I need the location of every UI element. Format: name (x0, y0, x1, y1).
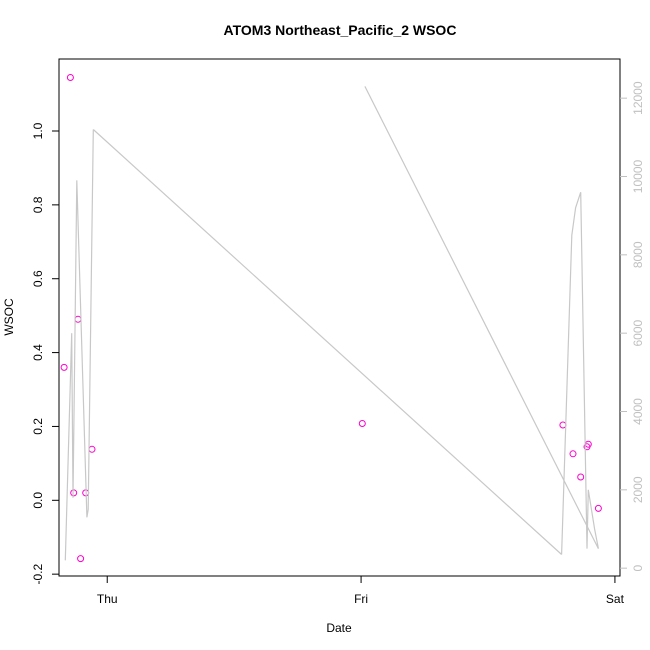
data-point (66, 74, 74, 81)
y2-tick-label: 4000 (631, 398, 645, 425)
y-tick-label: 0.6 (31, 270, 45, 287)
data-point (569, 450, 577, 458)
y-tick-label: 0.8 (31, 196, 45, 213)
plot-area: Thu Fri Sat -0.2 0.0 0.2 0.4 0.6 0.8 1.0 0 2000 4000… (31, 58, 645, 606)
x-tick-label: Sat (606, 592, 625, 606)
data-point (577, 473, 585, 481)
y2-tick-label: 10000 (631, 159, 645, 193)
x-tick-label: Fri (354, 592, 368, 606)
y2-tick-label: 0 (631, 565, 645, 572)
y-tick-label: 1.0 (31, 122, 45, 139)
y-tick-label: 0.0 (31, 492, 45, 509)
y-tick-label: 0.2 (31, 418, 45, 435)
data-point (358, 420, 366, 427)
x-axis-label: Date (326, 621, 352, 635)
y2-tick-label: 12000 (631, 81, 645, 115)
chart-title: ATOM3 Northeast_Pacific_2 WSOC (224, 22, 457, 38)
series-line-3 (364, 86, 599, 549)
y2-tick-label: 2000 (631, 476, 645, 503)
y-tick-label: 0.4 (31, 344, 45, 361)
series-line-2 (92, 129, 563, 555)
y-axis-label: WSOC (2, 298, 16, 336)
data-point (70, 489, 78, 497)
data-point (77, 555, 85, 563)
y2-tick-label: 8000 (631, 241, 645, 268)
series-line-4 (561, 192, 599, 555)
plot-frame (58, 58, 621, 577)
series-line-1 (64, 129, 94, 561)
x-tick-label: Thu (97, 592, 118, 606)
data-point (60, 363, 68, 371)
data-point (594, 504, 602, 512)
y-tick-label: -0.2 (31, 563, 45, 584)
y2-tick-label: 6000 (631, 319, 645, 346)
